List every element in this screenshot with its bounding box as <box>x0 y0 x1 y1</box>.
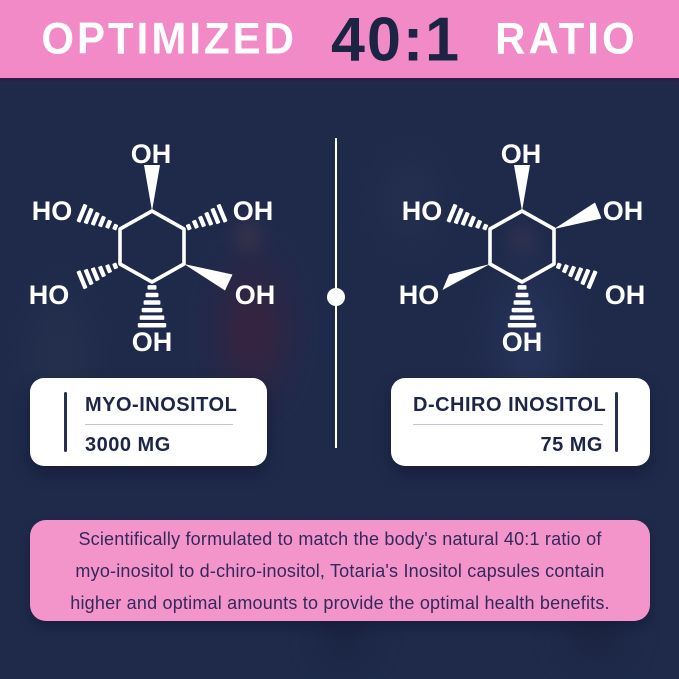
d-chiro-inositol-card: D-CHIRO INOSITOL 75 MG <box>391 378 650 466</box>
hydroxyl-label: HO <box>399 280 440 310</box>
hashed-wedge-bond-upper-left <box>446 203 491 237</box>
solid-wedge-bond-lower-right <box>184 264 233 291</box>
hydroxyl-label: OH <box>502 327 543 357</box>
banner-word-optimized: OPTIMIZED <box>41 13 298 64</box>
divider-dot <box>327 288 345 306</box>
description-line: Scientifically formulated to match the b… <box>78 528 602 549</box>
solid-wedge-bond-upper-right <box>554 202 602 229</box>
solid-wedge-bond-top <box>144 165 160 211</box>
d-chiro-inositol-structure-diagram: OH HO OH HO OH OH <box>399 139 646 357</box>
cyclohexane-ring <box>488 209 556 284</box>
hydroxyl-label: HO <box>402 196 443 226</box>
card-amount: 75 MG <box>540 434 603 456</box>
myo-inositol-structure-diagram: OH HO OH HO OH OH <box>29 139 276 357</box>
myo-inositol-card: MYO-INOSITOL 3000 MG <box>30 378 267 466</box>
card-title: MYO-INOSITOL <box>85 394 238 416</box>
card-divider <box>413 424 603 425</box>
card-accent-bar <box>615 392 618 452</box>
hashed-wedge-bond-lower-left <box>76 256 121 290</box>
card-amount: 3000 MG <box>85 434 171 456</box>
card-accent-bar <box>64 392 67 452</box>
hydroxyl-label: OH <box>233 196 274 226</box>
description-line: higher and optimal amounts to provide th… <box>70 592 610 613</box>
hydroxyl-label: OH <box>235 280 276 310</box>
header-banner: OPTIMIZED 40:1 RATIO <box>0 0 679 81</box>
banner-word-ratio: RATIO <box>495 13 638 64</box>
description-line: myo-inositol to d-chiro-inositol, Totari… <box>75 560 605 581</box>
card-divider <box>85 424 233 425</box>
hydroxyl-label: HO <box>29 280 70 310</box>
hydroxyl-label: OH <box>501 139 542 169</box>
hydroxyl-label: OH <box>603 196 644 226</box>
description-box: Scientifically formulated to match the b… <box>30 520 650 621</box>
hashed-wedge-bond-upper-left <box>76 203 121 237</box>
solid-wedge-bond-lower-left <box>442 264 490 290</box>
background-figure-silhouette <box>350 110 470 290</box>
hashed-wedge-bond-lower-right <box>553 256 598 290</box>
card-title: D-CHIRO INOSITOL <box>413 394 607 416</box>
banner-ratio-value: 40:1 <box>331 3 462 74</box>
hydroxyl-label: OH <box>132 327 173 357</box>
hydroxyl-label: OH <box>605 280 646 310</box>
hashed-wedge-bond-upper-right <box>183 203 228 237</box>
solid-wedge-bond-top <box>514 165 530 211</box>
hydroxyl-label: OH <box>131 139 172 169</box>
hydroxyl-label: HO <box>32 196 73 226</box>
hashed-wedge-bond-bottom <box>137 285 167 328</box>
background-figure-face <box>222 208 274 264</box>
cyclohexane-ring <box>118 209 186 284</box>
hashed-wedge-bond-bottom <box>507 285 537 328</box>
